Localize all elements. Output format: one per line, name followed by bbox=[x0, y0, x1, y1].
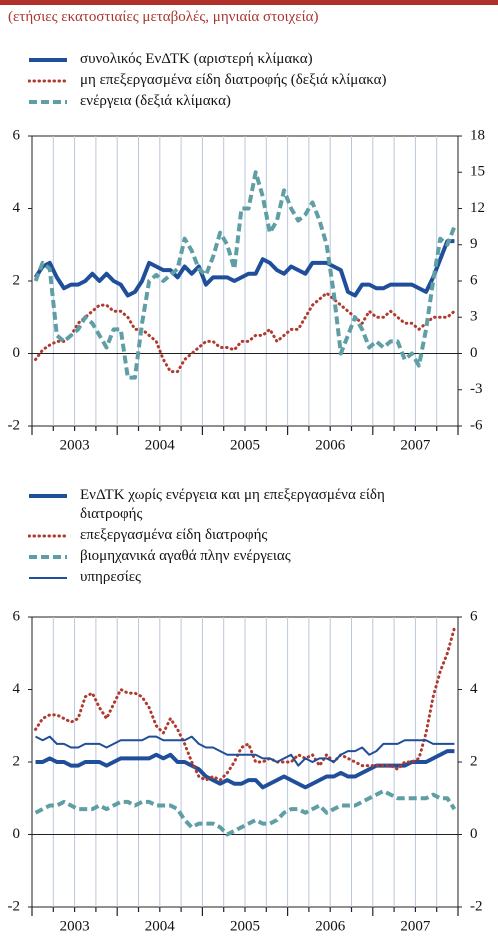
x-tick-label: 2003 bbox=[60, 918, 90, 934]
series-line bbox=[33, 239, 455, 298]
y-tick-label: 6 bbox=[13, 608, 21, 624]
legend-swatch bbox=[28, 79, 68, 83]
y2-tick-label: 3 bbox=[470, 309, 478, 325]
y-tick-label: 4 bbox=[13, 200, 21, 216]
y2-tick-label: 0 bbox=[470, 345, 478, 361]
x-tick-label: 2007 bbox=[400, 437, 431, 453]
legend-item: ΕνΔΤΚ χωρίς ενέργεια και μη επεξεργασμέν… bbox=[28, 486, 418, 524]
y-tick-label: -2 bbox=[8, 898, 21, 914]
legend-swatch bbox=[29, 577, 67, 579]
legend-swatch bbox=[28, 534, 68, 538]
y2-tick-label: 12 bbox=[470, 200, 485, 216]
legend-swatch bbox=[29, 555, 67, 559]
legend-label: βιομηχανικά αγαθά πλην ενέργειας bbox=[80, 548, 291, 564]
series-line bbox=[35, 735, 455, 767]
legend-swatch bbox=[29, 100, 67, 104]
y-tick-label: -2 bbox=[8, 417, 21, 433]
legend-item: ενέργεια (δεξιά κλίμακα) bbox=[28, 92, 428, 111]
y-tick-label: 6 bbox=[13, 127, 21, 143]
chart: -2 0 2 4 6 -6 -3 0 3 6 9 12 15 18 2003 2004 2005 2006 2007 bbox=[8, 127, 486, 453]
legend-label: συνολικός ΕνΔΤΚ (αριστερή κλίμακα) bbox=[80, 51, 313, 67]
y-tick-label: 2 bbox=[13, 272, 21, 288]
x-tick-label: 2004 bbox=[145, 918, 176, 934]
x-tick-label: 2003 bbox=[60, 437, 90, 453]
legend-item: υπηρεσίες bbox=[28, 568, 418, 587]
y2-tick-label: 9 bbox=[470, 236, 478, 252]
y2-tick-label: 15 bbox=[470, 164, 485, 180]
y-tick-label: 4 bbox=[13, 681, 21, 697]
legend-label: ενέργεια (δεξιά κλίμακα) bbox=[80, 93, 231, 109]
legend-item: επεξεργασμένα είδη διατροφής bbox=[28, 526, 418, 545]
chart: -2 0 2 4 6 -2 0 2 4 6 2003 2004 2005 2006 2007 bbox=[8, 608, 483, 934]
y2-tick-label: -3 bbox=[470, 381, 483, 397]
x-tick-label: 2006 bbox=[315, 918, 346, 934]
y2-tick-label: 18 bbox=[470, 127, 485, 143]
legend-swatch bbox=[29, 58, 67, 62]
y2-tick-label: 4 bbox=[470, 681, 478, 697]
series-line bbox=[33, 170, 457, 380]
legend-swatch bbox=[29, 494, 67, 498]
legend-label: υπηρεσίες bbox=[80, 569, 141, 585]
series-line bbox=[34, 626, 456, 782]
y2-tick-label: 2 bbox=[470, 753, 478, 769]
y2-tick-label: 0 bbox=[470, 826, 478, 842]
series-line bbox=[34, 789, 457, 837]
y-tick-label: 2 bbox=[13, 753, 21, 769]
y2-tick-label: 6 bbox=[470, 608, 478, 624]
x-tick-label: 2005 bbox=[230, 437, 260, 453]
legend-item: μη επεξεργασμένα είδη διατροφής (δεξιά κ… bbox=[28, 71, 428, 90]
x-tick-label: 2005 bbox=[230, 918, 260, 934]
legend: συνολικός ΕνΔΤΚ (αριστερή κλίμακα) μη επε… bbox=[28, 50, 428, 113]
x-tick-label: 2004 bbox=[145, 437, 176, 453]
y2-tick-label: 6 bbox=[470, 272, 478, 288]
legend-label: μη επεξεργασμένα είδη διατροφής (δεξιά κ… bbox=[80, 72, 387, 88]
subtitle: (ετήσιες εκατοστιαίες μεταβολές, μηνιαία… bbox=[8, 9, 319, 25]
y2-tick-label: -6 bbox=[470, 417, 483, 433]
top-bar bbox=[0, 0, 498, 5]
y-tick-label: 0 bbox=[13, 826, 21, 842]
legend-label: επεξεργασμένα είδη διατροφής bbox=[80, 527, 268, 543]
series-line bbox=[35, 749, 455, 790]
x-tick-label: 2006 bbox=[315, 437, 346, 453]
y-tick-label: 0 bbox=[13, 345, 21, 361]
legend-label: ΕνΔΤΚ χωρίς ενέργεια και μη επεξεργασμέν… bbox=[80, 487, 385, 522]
y2-tick-label: -2 bbox=[470, 898, 483, 914]
legend-item: συνολικός ΕνΔΤΚ (αριστερή κλίμακα) bbox=[28, 50, 428, 69]
legend-item: βιομηχανικά αγαθά πλην ενέργειας bbox=[28, 547, 418, 566]
legend: ΕνΔΤΚ χωρίς ενέργεια και μη επεξεργασμέν… bbox=[28, 486, 418, 589]
x-tick-label: 2007 bbox=[400, 918, 431, 934]
